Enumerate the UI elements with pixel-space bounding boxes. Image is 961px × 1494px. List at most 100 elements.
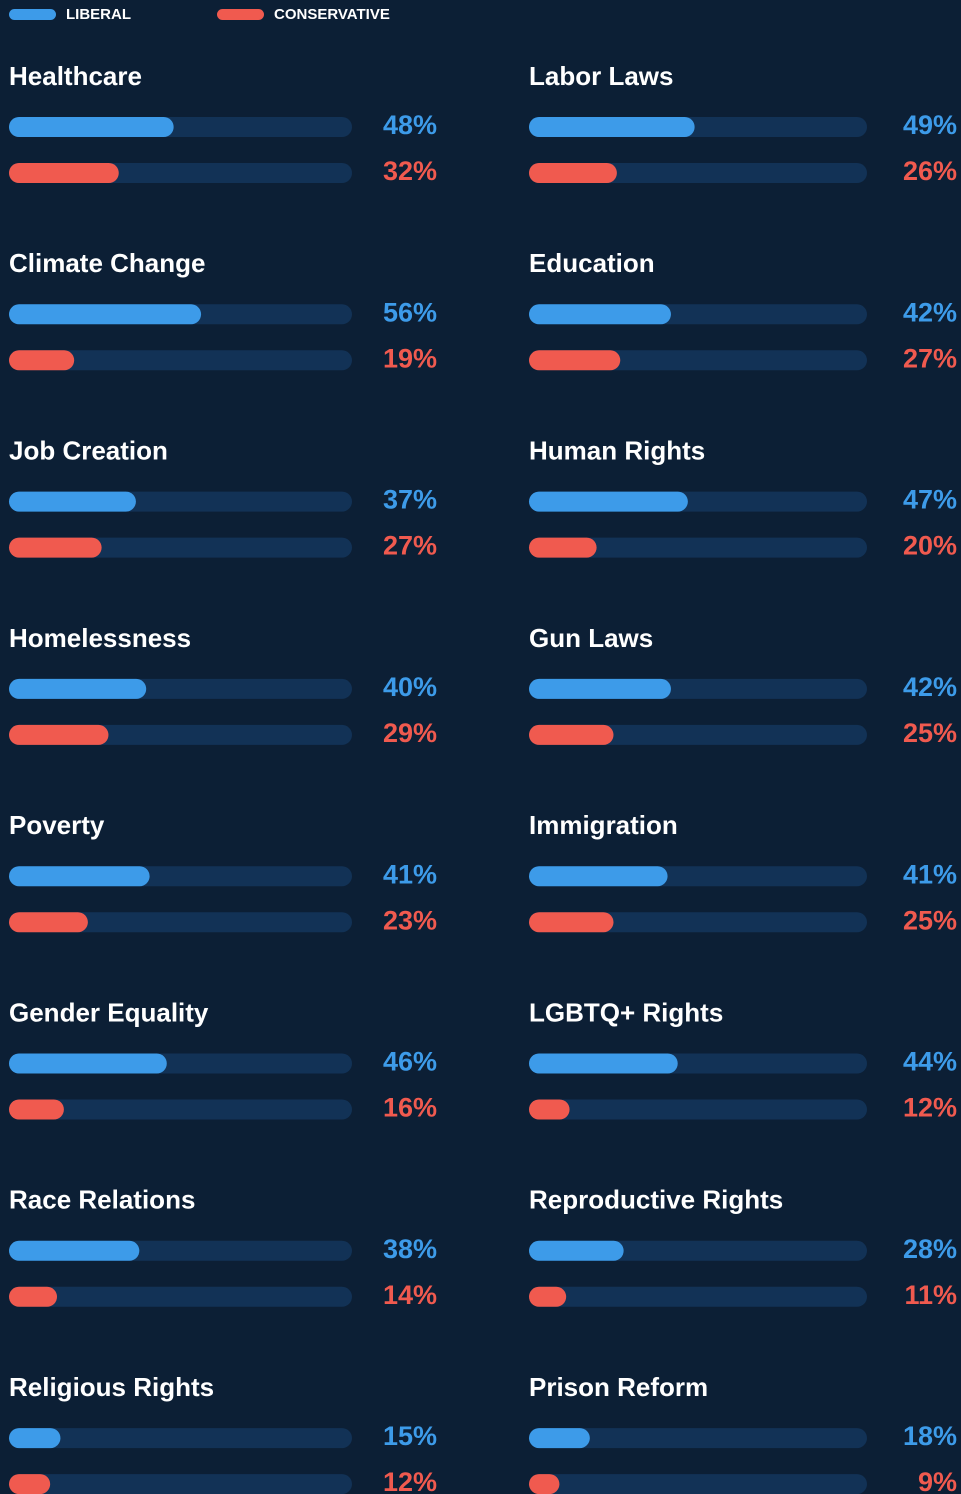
bar-track [9,1286,352,1307]
value-label: 25% [903,905,957,935]
value-label: 32% [383,156,437,186]
value-label: 47% [903,485,957,515]
bar [529,117,695,137]
topic-title: Labor Laws [529,61,673,91]
topic-title: Homelessness [9,623,191,653]
bar [529,1099,570,1120]
bar [9,866,150,887]
value-label: 28% [903,1234,957,1264]
topic-title: Climate Change [9,248,206,278]
value-label: 25% [903,718,957,748]
value-label: 12% [903,1093,957,1123]
value-label: 9% [918,1467,957,1494]
legend-swatch [217,9,264,20]
bar [9,1474,51,1494]
value-label: 37% [383,485,437,515]
value-label: 46% [383,1047,437,1077]
topic-title: Immigration [529,810,678,840]
bar [9,350,75,371]
bar [9,537,102,558]
legend-swatch [9,9,56,20]
topic-title: Reproductive Rights [529,1185,783,1215]
bar [529,1240,624,1261]
value-label: 26% [903,156,957,186]
bar-track [529,1474,867,1494]
topic-title: Human Rights [529,435,705,465]
topic-title: Prison Reform [529,1372,708,1402]
value-label: 44% [903,1047,957,1077]
bar-track [9,1428,352,1449]
bar [9,491,136,512]
topic-title: Education [529,248,655,278]
value-label: 29% [383,718,437,748]
bar [9,724,109,745]
bar [9,304,202,325]
bar [9,117,174,137]
value-label: 23% [383,905,437,935]
topic-title: Gender Equality [9,997,209,1027]
topic-title: Healthcare [9,61,142,91]
value-label: 14% [383,1280,437,1310]
value-label: 18% [903,1421,957,1451]
bar [9,1240,140,1261]
topic-title: Religious Rights [9,1372,214,1402]
bar [529,678,671,699]
bar-track [9,1474,352,1494]
bar [9,678,147,699]
bar [529,1053,678,1074]
bar-track [529,1428,867,1449]
bar [529,304,671,325]
bar [9,1053,167,1074]
topic-title: Poverty [9,810,105,840]
bar [529,1474,560,1494]
legend-label: CONSERVATIVE [274,6,390,23]
value-label: 38% [383,1234,437,1264]
value-label: 56% [383,297,437,327]
value-label: 15% [383,1421,437,1451]
bar [529,163,617,183]
value-label: 19% [383,343,437,373]
bar-track [529,1286,867,1307]
bar-track [9,350,352,371]
bar [529,1286,567,1307]
bar-track [529,537,867,558]
bar [9,163,119,183]
value-label: 40% [383,672,437,702]
value-label: 42% [903,297,957,327]
value-label: 16% [383,1093,437,1123]
value-label: 11% [904,1280,957,1310]
bar [9,1286,58,1307]
value-label: 42% [903,672,957,702]
bar [9,1099,64,1120]
topic-title: LGBTQ+ Rights [529,997,723,1027]
bar [529,350,621,371]
value-label: 41% [383,859,437,889]
bar-track [9,1099,352,1120]
value-label: 48% [383,110,437,140]
bar [9,912,88,933]
bar [529,866,668,887]
bar [529,724,614,745]
value-label: 49% [903,110,957,140]
bar-track [9,912,352,933]
topic-title: Race Relations [9,1185,195,1215]
bar [529,491,688,512]
value-label: 27% [383,531,437,561]
value-label: 20% [903,531,957,561]
bar [9,1428,61,1449]
bar [529,1428,590,1449]
value-label: 12% [383,1467,437,1494]
value-label: 27% [903,343,957,373]
value-label: 41% [903,859,957,889]
topic-title: Gun Laws [529,623,653,653]
bar-track [529,724,867,745]
bar [529,537,597,558]
bar-track [529,912,867,933]
topic-title: Job Creation [9,435,168,465]
legend-label: LIBERAL [66,6,131,23]
bar [529,912,614,933]
bar-track [529,1099,867,1120]
